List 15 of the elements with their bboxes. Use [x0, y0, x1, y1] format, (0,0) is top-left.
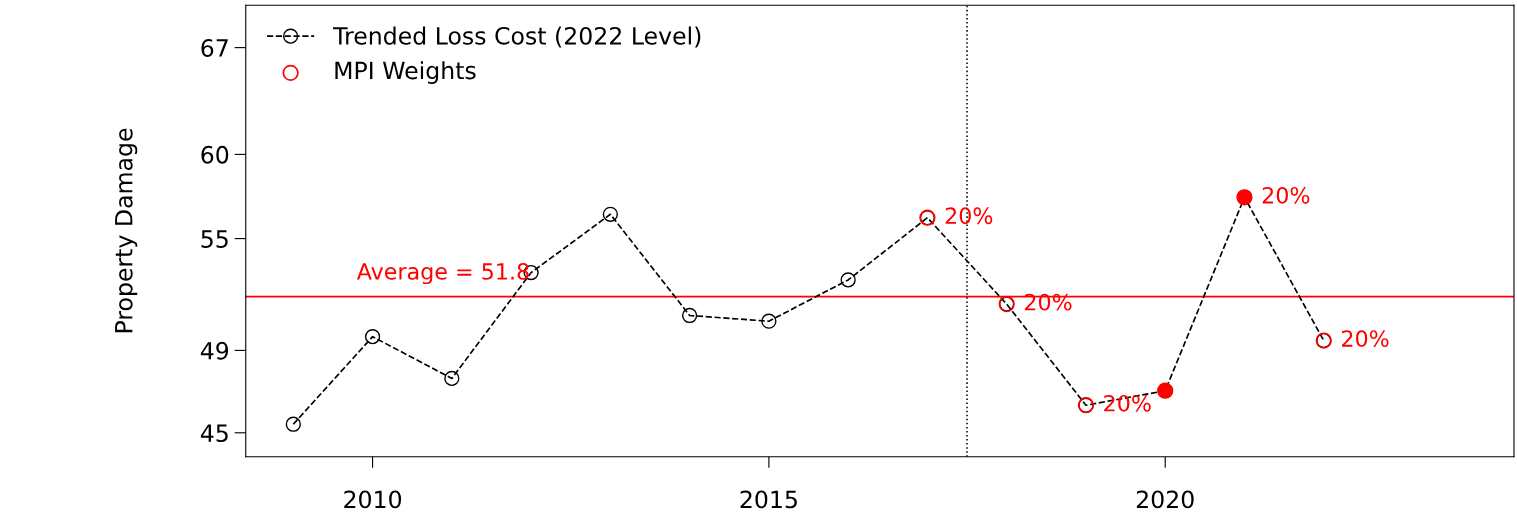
y-tick-label: 67: [201, 39, 228, 57]
x-tick-label: 2010: [344, 490, 402, 509]
y-tick-label: 45: [200, 424, 228, 443]
y-tick-label: 60: [201, 145, 229, 164]
annotation: 20%: [1104, 394, 1151, 412]
x-tick-label: 2015: [740, 490, 797, 509]
y-axis-title: Property Damage: [115, 128, 138, 333]
annotation: 20%: [1262, 186, 1310, 204]
legend-label: Trended Loss Cost (2022 Level): [333, 26, 701, 48]
legend-label: MPI Weights: [335, 61, 476, 84]
y-tick-label: 55: [201, 230, 228, 248]
annotation: 20%: [1342, 330, 1389, 348]
annotation: 20%: [945, 207, 993, 225]
x-tick-label: 2020: [1136, 490, 1194, 509]
y-tick-label: 49: [200, 341, 229, 360]
